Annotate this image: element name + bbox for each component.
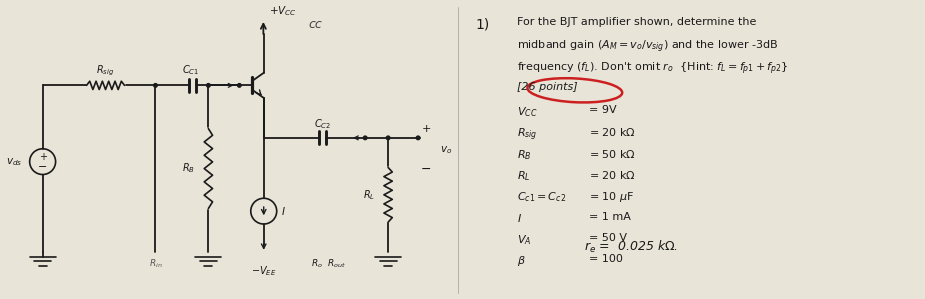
Text: −: − [38, 162, 47, 173]
Text: = 10 $\mu$F: = 10 $\mu$F [589, 190, 635, 204]
Text: $R_{sig}$: $R_{sig}$ [96, 64, 115, 78]
Text: $C_{C1}$: $C_{C1}$ [182, 63, 199, 77]
Text: $\beta$: $\beta$ [517, 254, 525, 268]
Text: $-V_{EE}$: $-V_{EE}$ [251, 265, 277, 278]
Text: = 9V: = 9V [589, 105, 616, 115]
Text: $R_{in}$: $R_{in}$ [149, 258, 162, 270]
Circle shape [387, 136, 390, 140]
Circle shape [154, 84, 157, 87]
Text: $+V_{CC}$: $+V_{CC}$ [269, 4, 297, 18]
Text: −: − [421, 163, 431, 176]
Text: 1): 1) [475, 17, 489, 31]
Text: +: + [422, 124, 431, 134]
Text: $V_A$: $V_A$ [517, 233, 531, 247]
Text: $R_B$: $R_B$ [517, 148, 532, 161]
Text: $R_B$: $R_B$ [182, 162, 195, 176]
Text: = 1 mA: = 1 mA [589, 212, 631, 222]
Text: [26 points]: [26 points] [517, 83, 577, 92]
Text: frequency ($f_L$). Don't omit $r_o$  {Hint: $f_L = f_{p1} + f_{p2}$}: frequency ($f_L$). Don't omit $r_o$ {Hin… [517, 61, 789, 77]
Text: $C_{C2}$: $C_{C2}$ [314, 117, 331, 131]
Text: For the BJT amplifier shown, determine the: For the BJT amplifier shown, determine t… [517, 17, 757, 27]
Text: $C_{c1} = C_{c2}$: $C_{c1} = C_{c2}$ [517, 190, 566, 204]
Circle shape [364, 136, 367, 140]
Text: +: + [39, 152, 46, 162]
Text: = 20 k$\Omega$: = 20 k$\Omega$ [589, 126, 635, 138]
Circle shape [238, 84, 241, 87]
Text: = 100: = 100 [589, 254, 623, 264]
Text: $R_o$  $R_{out}$: $R_o$ $R_{out}$ [311, 258, 346, 270]
Text: cc: cc [308, 18, 322, 31]
Text: = 50 V: = 50 V [589, 233, 627, 243]
Text: $R_L$: $R_L$ [363, 188, 376, 202]
Text: $I$: $I$ [280, 205, 286, 217]
Text: = 50 k$\Omega$: = 50 k$\Omega$ [589, 148, 635, 160]
Circle shape [416, 136, 420, 140]
Text: $v_{ds}$: $v_{ds}$ [6, 156, 22, 167]
Text: $R_L$: $R_L$ [517, 169, 531, 183]
Text: = 20 k$\Omega$: = 20 k$\Omega$ [589, 169, 635, 181]
Circle shape [206, 84, 210, 87]
Text: midband gain ($A_M = v_o/v_{sig}$) and the lower -3dB: midband gain ($A_M = v_o/v_{sig}$) and t… [517, 39, 778, 55]
Text: $v_o$: $v_o$ [440, 144, 452, 156]
Text: $I$: $I$ [517, 212, 522, 224]
Text: $R_{sig}$: $R_{sig}$ [517, 126, 537, 143]
Text: $r_e$ =  0.025 k$\Omega$.: $r_e$ = 0.025 k$\Omega$. [584, 239, 678, 255]
Text: $V_{CC}$: $V_{CC}$ [517, 105, 537, 119]
